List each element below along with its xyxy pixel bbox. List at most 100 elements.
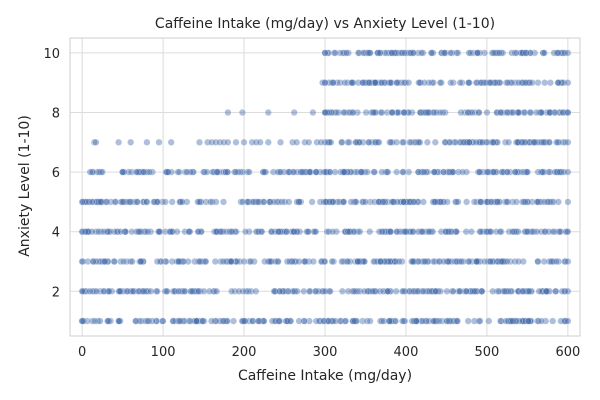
data-point xyxy=(199,317,207,325)
data-point xyxy=(400,108,408,116)
data-point xyxy=(153,258,161,266)
data-point xyxy=(228,287,236,295)
data-point xyxy=(232,168,240,176)
data-point xyxy=(472,138,480,146)
data-point xyxy=(506,168,514,176)
data-point xyxy=(527,228,535,236)
data-point xyxy=(174,168,182,176)
data-point xyxy=(503,168,511,176)
data-point xyxy=(205,287,213,295)
data-point xyxy=(241,228,249,236)
data-point xyxy=(554,168,562,176)
data-point xyxy=(388,49,396,57)
data-point xyxy=(289,168,297,176)
data-point xyxy=(492,228,500,236)
data-point xyxy=(483,228,491,236)
data-point xyxy=(252,138,260,146)
data-point xyxy=(539,287,547,295)
data-point xyxy=(410,317,418,325)
data-point xyxy=(135,287,143,295)
data-point xyxy=(266,198,274,206)
x-tick-label: 200 xyxy=(232,345,257,360)
data-point xyxy=(463,138,471,146)
data-point xyxy=(252,228,260,236)
data-point xyxy=(229,317,237,325)
data-point xyxy=(308,198,316,206)
data-point xyxy=(354,228,362,236)
data-point xyxy=(505,138,513,146)
data-point xyxy=(459,168,467,176)
data-point xyxy=(545,258,553,266)
data-point xyxy=(219,258,227,266)
data-point xyxy=(101,258,109,266)
data-point xyxy=(195,198,203,206)
data-point xyxy=(422,317,430,325)
data-point xyxy=(452,198,460,206)
data-point xyxy=(159,317,167,325)
data-point xyxy=(431,138,439,146)
data-point xyxy=(494,49,502,57)
data-point xyxy=(347,198,355,206)
data-point xyxy=(285,168,293,176)
data-point xyxy=(540,258,548,266)
data-point xyxy=(168,198,176,206)
data-point xyxy=(362,79,370,87)
data-point xyxy=(554,49,562,57)
y-tick-label: 8 xyxy=(52,107,60,122)
data-point xyxy=(78,317,86,325)
data-point xyxy=(366,317,374,325)
data-point xyxy=(96,258,104,266)
data-point xyxy=(356,228,364,236)
data-point xyxy=(424,287,432,295)
data-point xyxy=(441,138,449,146)
data-point xyxy=(473,198,481,206)
data-point xyxy=(372,108,380,116)
data-point xyxy=(560,79,568,87)
data-point xyxy=(393,168,401,176)
data-point xyxy=(499,108,507,116)
data-point xyxy=(119,258,127,266)
data-point xyxy=(184,258,192,266)
data-point xyxy=(401,287,409,295)
data-point xyxy=(503,258,511,266)
data-point xyxy=(86,168,94,176)
data-point xyxy=(467,49,475,57)
data-point xyxy=(485,228,493,236)
data-point xyxy=(558,287,566,295)
data-point xyxy=(385,49,393,57)
data-point xyxy=(486,79,494,87)
data-point xyxy=(481,258,489,266)
data-point xyxy=(295,317,303,325)
data-point xyxy=(207,317,215,325)
data-point xyxy=(519,287,527,295)
data-point xyxy=(477,228,485,236)
data-point xyxy=(105,287,113,295)
data-point xyxy=(419,228,427,236)
data-point xyxy=(438,49,446,57)
data-point xyxy=(412,317,420,325)
data-point xyxy=(361,49,369,57)
data-point xyxy=(221,317,229,325)
data-point xyxy=(452,228,460,236)
data-point xyxy=(387,79,395,87)
data-point xyxy=(309,258,317,266)
data-point xyxy=(559,108,567,116)
data-point xyxy=(512,49,520,57)
data-point xyxy=(526,108,534,116)
data-point xyxy=(399,287,407,295)
data-point xyxy=(104,258,112,266)
data-point xyxy=(179,287,187,295)
x-axis-label: Caffeine Intake (mg/day) xyxy=(238,368,412,384)
data-point xyxy=(436,108,444,116)
data-point xyxy=(552,287,560,295)
data-point xyxy=(527,287,535,295)
data-point xyxy=(135,228,143,236)
data-point xyxy=(100,228,108,236)
data-point xyxy=(405,168,413,176)
data-point xyxy=(515,258,523,266)
data-point xyxy=(216,228,224,236)
data-point xyxy=(402,49,410,57)
data-point xyxy=(447,79,455,87)
data-point xyxy=(477,79,485,87)
data-point xyxy=(329,79,337,87)
